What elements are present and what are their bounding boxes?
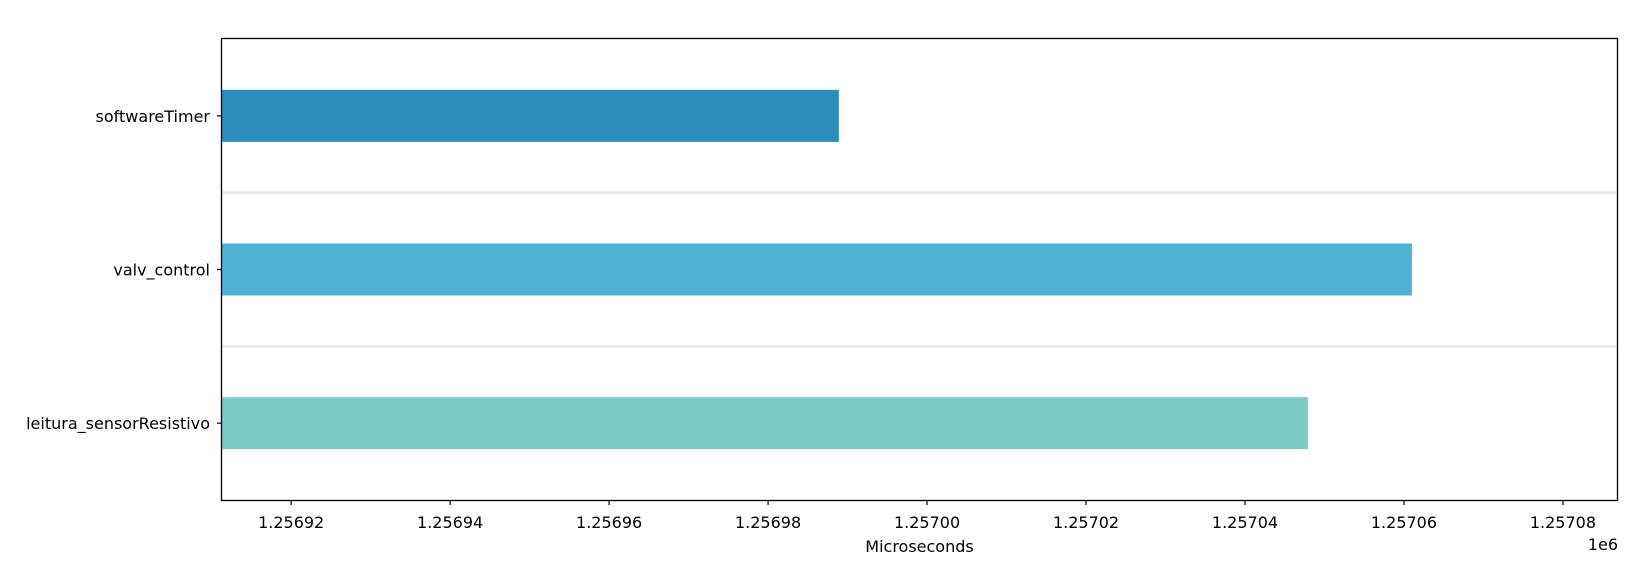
y-tick-label: leitura_sensorResistivo [26, 414, 210, 434]
x-tick-label: 1.25706 [1371, 513, 1437, 532]
x-tick-label: 1.25708 [1530, 513, 1596, 532]
x-axis-title: Microseconds [865, 537, 973, 556]
y-axis: softwareTimer valv_control leitura_sensorR… [26, 107, 222, 434]
x-axis: 1.25692 1.25694 1.25696 1.25698 1.25700 1.257… [258, 500, 1596, 532]
y-tick-label: valv_control [113, 261, 210, 281]
bar-valv_control [222, 243, 1412, 296]
y-tick-label: softwareTimer [96, 107, 211, 126]
x-tick-label: 1.25704 [1212, 513, 1278, 532]
x-tick-label: 1.25696 [576, 513, 642, 532]
x-tick-label: 1.25702 [1053, 513, 1119, 532]
bar-leitura_sensorResistivo [222, 397, 1308, 450]
x-tick-label: 1.25698 [735, 513, 801, 532]
row-separators [222, 191, 1617, 348]
x-tick-label: 1.25692 [258, 513, 324, 532]
x-axis-offset-label: 1e6 [1588, 535, 1618, 554]
bars [222, 89, 1412, 450]
x-tick-label: 1.25700 [894, 513, 960, 532]
bar-softwareTimer [222, 89, 839, 142]
x-tick-label: 1.25694 [417, 513, 483, 532]
